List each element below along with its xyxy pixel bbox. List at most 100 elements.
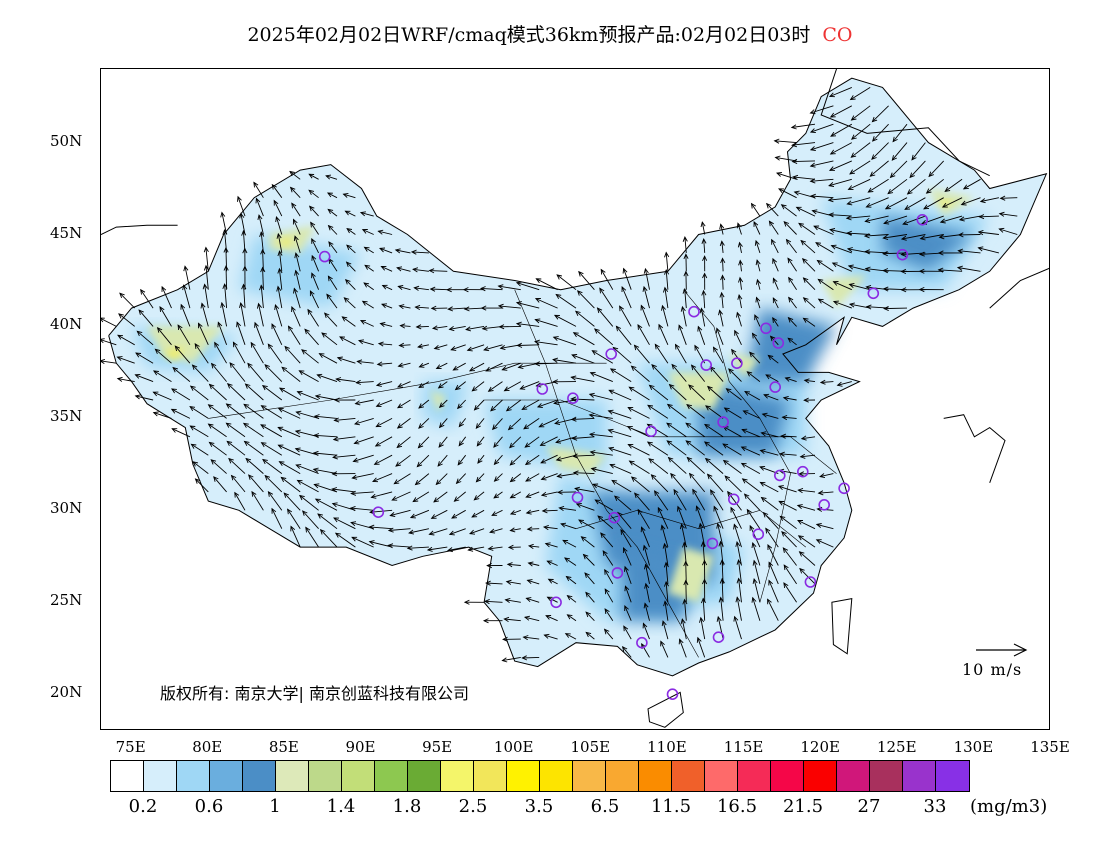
city-stations <box>318 214 929 701</box>
city-station-marker <box>731 357 743 370</box>
colorbar-cell <box>507 761 540 791</box>
colorbar-cell <box>441 761 474 791</box>
lat-tick-label: 35N <box>50 407 83 426</box>
colorbar-tick-label: 1.8 <box>392 796 422 817</box>
lon-tick-label: 80E <box>192 738 223 756</box>
colorbar-cell <box>705 761 738 791</box>
city-station-marker <box>700 359 713 371</box>
colorbar-cell <box>210 761 243 791</box>
lon-tick-label: 120E <box>800 738 840 756</box>
city-station-marker <box>372 506 385 519</box>
city-station-marker <box>571 491 584 504</box>
colorbar-cell <box>639 761 672 791</box>
city-station-marker <box>536 383 549 395</box>
colorbar-tick-label: 16.5 <box>716 796 758 817</box>
city-station-marker <box>636 636 648 649</box>
colorbar-tick-label: 27 <box>857 796 881 817</box>
colorbar-cell <box>738 761 771 791</box>
wind-reference-label: 10 m/s <box>962 660 1023 679</box>
colorbar-cell <box>177 761 210 791</box>
colorbar-tick-label: 1 <box>269 796 281 817</box>
city-station-marker <box>796 465 809 478</box>
colorbar-tick-label: 1.4 <box>326 796 356 817</box>
city-station-marker <box>818 498 831 511</box>
lat-tick-label: 25N <box>50 591 83 610</box>
colorbar-cell <box>606 761 639 791</box>
city-station-marker <box>760 322 772 335</box>
colorbar-cell <box>771 761 804 791</box>
city-station-marker <box>773 469 786 482</box>
city-station-marker <box>666 688 679 701</box>
species-label: CO <box>822 24 853 46</box>
lat-tick-label: 20N <box>50 683 83 702</box>
colorbar-cell <box>870 761 903 791</box>
city-station-marker <box>772 337 785 349</box>
colorbar-cell <box>342 761 375 791</box>
lon-tick-label: 130E <box>953 738 994 756</box>
lat-tick-label: 40N <box>50 315 83 334</box>
colorbar-tick-label: 11.5 <box>650 796 692 817</box>
colorbar-cell <box>408 761 441 791</box>
lat-tick-label: 50N <box>50 131 83 150</box>
city-station-marker <box>611 567 624 579</box>
city-station-marker <box>769 381 782 393</box>
page-title: 2025年02月02日WRF/cmaq模式36km预报产品:02月02日03时 C… <box>0 20 1100 47</box>
city-station-marker <box>645 425 657 438</box>
lon-tick-label: 105E <box>570 738 611 756</box>
colorbar-tick-label: 2.5 <box>458 796 488 817</box>
lat-tick-label: 45N <box>50 223 83 242</box>
colorbar-cell <box>804 761 837 791</box>
city-station-marker <box>318 250 331 263</box>
map-frame <box>100 68 1050 730</box>
colorbar-cell <box>837 761 870 791</box>
lon-tick-label: 95E <box>422 738 453 756</box>
lon-tick-label: 135E <box>1030 738 1070 756</box>
city-station-marker <box>712 631 725 644</box>
city-station-marker <box>605 348 618 360</box>
colorbar-tick-label: 0.2 <box>128 796 158 817</box>
colorbar-cell <box>144 761 177 791</box>
colorbar-cell <box>243 761 276 791</box>
colorbar <box>110 760 970 792</box>
lon-tick-label: 85E <box>268 738 299 756</box>
colorbar-cell <box>276 761 309 791</box>
city-station-marker <box>706 537 719 550</box>
title-text: 2025年02月02日WRF/cmaq模式36km预报产品:02月02日03时 <box>247 24 811 46</box>
lon-tick-label: 100E <box>493 738 534 756</box>
colorbar-cell <box>573 761 606 791</box>
colorbar-cell <box>903 761 936 791</box>
colorbar-cell <box>540 761 573 791</box>
city-station-marker <box>550 596 562 609</box>
city-station-marker <box>804 576 817 588</box>
lon-tick-label: 90E <box>345 738 376 756</box>
co-concentration-map <box>101 69 1049 728</box>
lon-tick-label: 115E <box>723 738 764 756</box>
city-station-marker <box>896 248 909 261</box>
colorbar-cell <box>309 761 342 791</box>
copyright-text: 版权所有: 南京大学| 南京创蓝科技有限公司 <box>160 684 469 703</box>
city-station-marker <box>752 528 765 541</box>
colorbar-tick-label: 33 <box>923 796 947 817</box>
concentration-fields <box>108 78 1047 676</box>
city-station-marker <box>727 493 740 506</box>
lon-tick-label: 75E <box>115 738 146 756</box>
colorbar-cell <box>474 761 507 791</box>
city-station-marker <box>916 214 929 226</box>
colorbar-cell <box>936 761 969 791</box>
city-station-marker <box>717 416 729 428</box>
colorbar-cell <box>672 761 705 791</box>
city-station-marker <box>567 392 579 405</box>
city-station-marker <box>867 287 880 300</box>
colorbar-cell <box>375 761 408 791</box>
colorbar-cell <box>111 761 144 791</box>
city-station-marker <box>608 511 621 524</box>
lat-tick-label: 30N <box>50 499 83 518</box>
colorbar-tick-label: 6.5 <box>590 796 620 817</box>
city-station-marker <box>688 305 700 318</box>
colorbar-tick-label: 21.5 <box>782 796 824 817</box>
city-station-marker <box>838 482 850 495</box>
lon-tick-label: 110E <box>647 738 687 756</box>
lon-tick-label: 125E <box>876 738 917 756</box>
colorbar-tick-label: 0.6 <box>194 796 224 817</box>
wind-reference-arrow <box>976 643 1028 657</box>
